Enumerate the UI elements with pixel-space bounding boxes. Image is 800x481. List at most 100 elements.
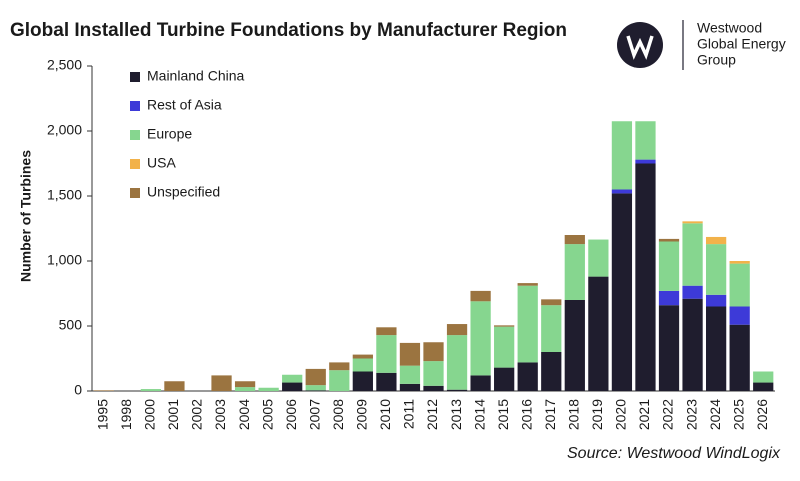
bar-segment	[705, 294, 727, 307]
x-tick-label: 2004	[236, 399, 252, 430]
logo-mark	[626, 35, 654, 60]
x-tick-label: 2011	[401, 399, 417, 429]
bar-segment	[376, 335, 397, 373]
bar-segment	[658, 241, 680, 291]
bar-segment	[494, 367, 515, 391]
x-tick-label: 2013	[448, 399, 464, 430]
bar-segment	[446, 389, 468, 391]
bar-segment	[541, 299, 562, 306]
bar-segment	[729, 306, 750, 325]
y-tick-label: 2,500	[47, 57, 82, 73]
bar-segment	[517, 283, 538, 286]
bar-segment	[470, 290, 491, 302]
bar-segment	[282, 382, 303, 391]
bar-segment	[635, 121, 656, 160]
x-tick-label: 2010	[377, 399, 393, 430]
bar-segment	[517, 285, 538, 363]
bar-segment	[211, 375, 232, 391]
bar-segment	[352, 371, 373, 391]
x-tick-label: 2007	[306, 399, 322, 430]
bar-segment	[234, 381, 256, 388]
x-tick-label: 1995	[94, 399, 110, 430]
bar-segment	[305, 385, 326, 391]
bar-segment	[635, 163, 656, 391]
source: Source: Westwood WindLogix	[567, 445, 781, 462]
bar-segment	[753, 371, 774, 383]
y-tick-label: 1,000	[47, 252, 82, 268]
legend-swatch	[130, 188, 140, 198]
bar-segment	[446, 324, 468, 336]
bar-segment	[494, 326, 515, 368]
bar-segment	[423, 385, 444, 391]
x-tick-label: 2021	[636, 399, 652, 430]
bar-segment	[635, 159, 656, 164]
bar-segment	[470, 301, 491, 376]
legend-swatch	[130, 130, 140, 140]
legend-label: USA	[147, 155, 176, 171]
x-tick-label: 2025	[730, 399, 746, 430]
bar-segment	[729, 263, 750, 307]
x-tick-label: 2015	[495, 399, 511, 430]
bar-segment	[658, 238, 680, 242]
bar-segment	[140, 389, 162, 391]
bar-segment	[423, 342, 444, 362]
bar-segment	[399, 383, 421, 391]
bar-segment	[658, 305, 680, 391]
bar-segment	[729, 324, 750, 391]
bar-segment	[93, 390, 114, 391]
bar-segment	[282, 374, 303, 383]
bar-segment	[682, 285, 703, 299]
bar-segment	[234, 387, 256, 391]
bar-segment	[423, 361, 444, 386]
legend-swatch	[130, 159, 140, 169]
bar-segment	[258, 387, 279, 391]
bar-segment	[305, 368, 326, 386]
y-axis-label: Number of Turbines	[18, 150, 34, 282]
bar-segment	[682, 221, 703, 224]
bar-segment	[611, 193, 633, 391]
x-tick-label: 2005	[259, 399, 275, 430]
bar-segment	[399, 365, 421, 384]
bar-segment	[305, 390, 326, 391]
bar-segment	[376, 372, 397, 391]
bar-segment	[682, 223, 703, 286]
bar-segment	[705, 244, 727, 295]
bar-segment	[470, 375, 491, 391]
bar-segment	[329, 362, 350, 371]
legend-swatch	[130, 72, 140, 82]
bar-segment	[352, 358, 373, 372]
logo-text: Westwood	[697, 20, 762, 36]
y-tick-label: 500	[59, 317, 83, 333]
bar-segment	[753, 382, 774, 391]
bar-segment	[588, 239, 609, 277]
x-tick-label: 1998	[118, 399, 134, 430]
x-tick-label: 2019	[589, 399, 605, 430]
legend-label: Unspecified	[147, 184, 220, 200]
bar-segment	[399, 342, 421, 366]
x-tick-label: 2024	[707, 399, 723, 430]
bar-segment	[164, 381, 185, 391]
x-tick-label: 2002	[189, 399, 205, 430]
x-tick-label: 2017	[542, 399, 558, 430]
y-tick-label: 1,500	[47, 187, 82, 203]
x-tick-label: 2006	[283, 399, 299, 430]
x-tick-label: 2023	[683, 399, 699, 430]
bar-segment	[541, 352, 562, 391]
bar-segment	[682, 298, 703, 391]
bar-segment	[564, 244, 585, 300]
bar-segment	[352, 354, 373, 359]
bar-segment	[611, 189, 633, 194]
bar-segment	[658, 290, 680, 306]
x-tick-label: 2016	[518, 399, 534, 430]
x-tick-label: 2000	[142, 399, 158, 430]
y-tick-label: 2,000	[47, 122, 82, 138]
x-tick-label: 2020	[613, 399, 629, 430]
x-tick-label: 2022	[660, 399, 676, 430]
bar-segment	[705, 236, 727, 245]
logo-text: Global Energy	[697, 36, 786, 52]
x-tick-label: 2001	[165, 399, 181, 430]
bar-segment	[588, 276, 609, 391]
x-tick-label: 2003	[212, 399, 228, 430]
